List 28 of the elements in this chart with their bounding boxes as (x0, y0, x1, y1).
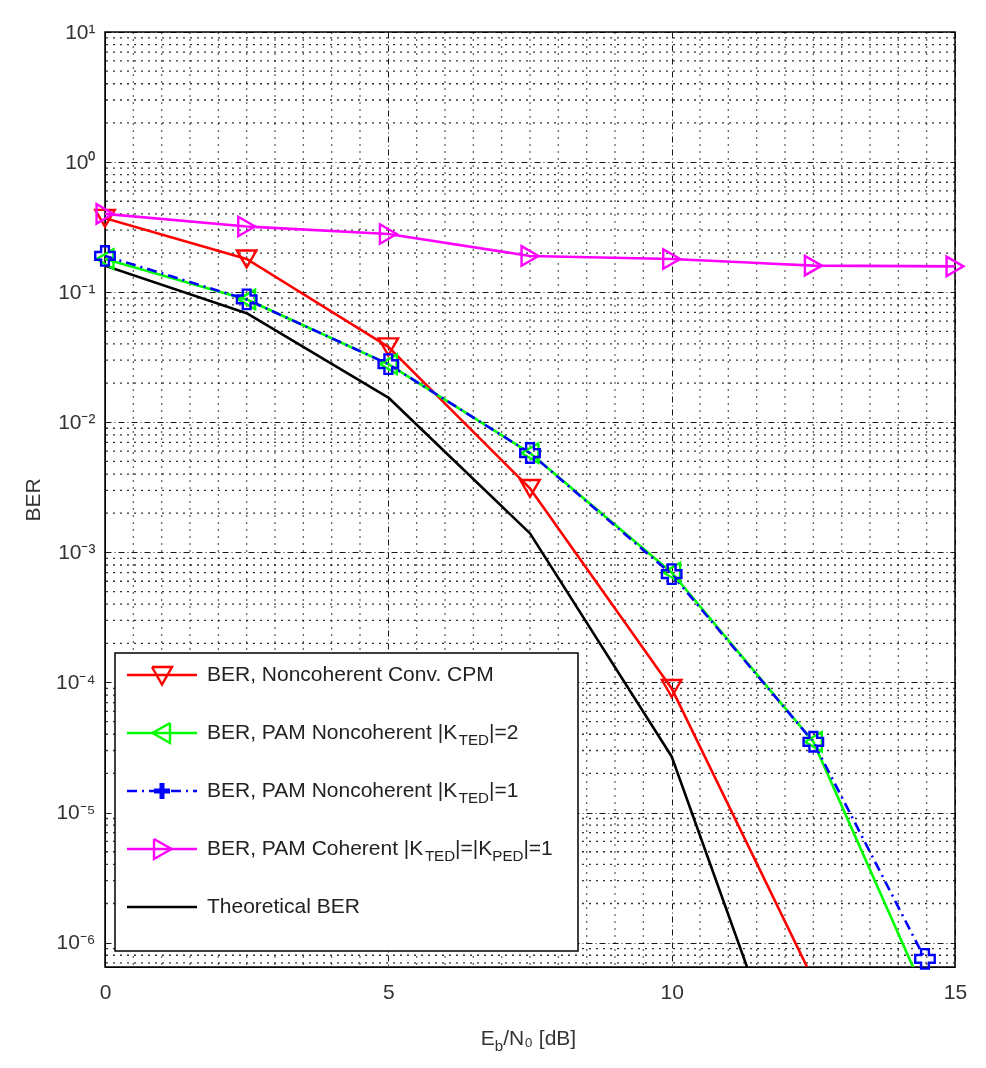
x-tick-label: 15 (943, 979, 968, 1003)
x-tick-label: 0 (99, 979, 112, 1003)
point (945, 255, 965, 278)
point (237, 215, 257, 238)
y-axis-title: BER (21, 478, 45, 522)
y-tick-label: 10⁻³ (58, 539, 96, 563)
y-tick-label: 10⁰ (65, 149, 96, 173)
point (519, 478, 541, 499)
y-tick-label: 10⁻⁵ (56, 800, 96, 824)
y-tick-label: 10⁻¹ (58, 279, 96, 303)
legend-label: BER, Noncoherent Conv. CPM (207, 662, 494, 685)
y-tick-label: 10⁻² (58, 409, 96, 433)
point (803, 254, 823, 277)
y-tick-label: 10⁻⁶ (56, 930, 96, 954)
point (660, 678, 683, 699)
x-tick-label: 10 (660, 979, 684, 1003)
y-tick-label: 10⁻⁴ (56, 669, 96, 693)
point (520, 244, 540, 267)
y-tick-label: 10¹ (65, 19, 96, 43)
point (914, 947, 936, 970)
x-tick-label: 5 (382, 979, 395, 1003)
point (662, 248, 682, 270)
legend-label: Theoretical BER (207, 894, 360, 917)
point (95, 202, 115, 225)
point (378, 223, 398, 245)
point (377, 337, 400, 357)
point (94, 208, 116, 228)
point (235, 249, 258, 269)
